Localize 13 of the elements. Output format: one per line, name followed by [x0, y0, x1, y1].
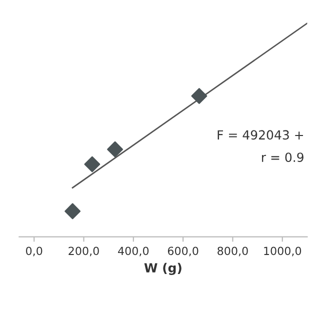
point: [107, 141, 124, 158]
x-tick-label: 0,0: [26, 246, 42, 256]
annotation: r = 0.9: [262, 152, 304, 162]
point: [84, 156, 100, 172]
x-tick-label: 1000,0: [264, 246, 302, 256]
x-tick-label: 400,0: [118, 246, 149, 256]
point: [191, 88, 208, 104]
point: [64, 203, 81, 220]
x-tick-label: 600,0: [168, 246, 198, 256]
x-axis-title: W (g): [144, 262, 182, 276]
x-tick-label: 800,0: [218, 246, 248, 256]
annotation: F = 492043 +: [218, 130, 303, 140]
x-tick-label: 200,0: [68, 246, 99, 256]
